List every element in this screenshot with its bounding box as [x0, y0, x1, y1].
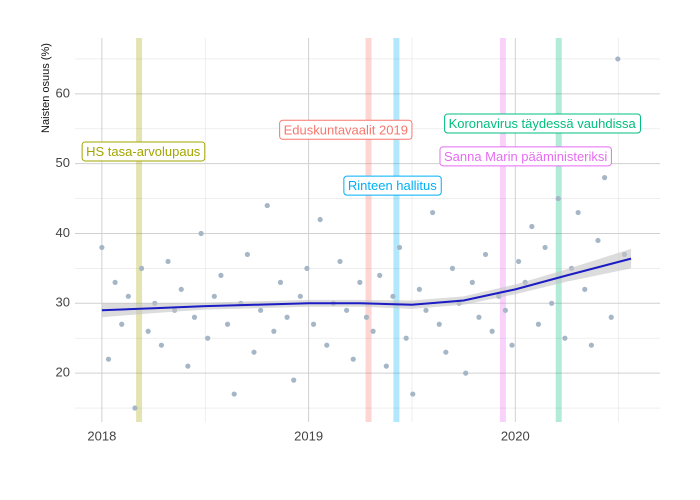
- point: [363, 314, 370, 320]
- point: [436, 321, 442, 327]
- point: [502, 307, 508, 313]
- y-tick-label: 40: [56, 225, 70, 240]
- point: [489, 328, 495, 334]
- point: [284, 314, 290, 320]
- point: [264, 202, 270, 209]
- event-label: Sanna Marin pääministeriksi: [444, 149, 607, 164]
- x-tick-label: 2019: [294, 428, 323, 443]
- point: [191, 314, 198, 320]
- event-label: Koronavirus täydessä vauhdissa: [449, 116, 637, 131]
- point: [158, 342, 165, 348]
- point: [602, 175, 608, 181]
- point: [244, 251, 250, 258]
- point: [509, 342, 515, 348]
- point: [138, 265, 145, 271]
- point: [178, 286, 184, 292]
- point: [291, 377, 297, 383]
- point: [105, 356, 112, 362]
- point: [416, 286, 422, 292]
- point: [535, 321, 542, 327]
- point: [224, 321, 231, 327]
- point: [595, 237, 601, 244]
- event-label: HS tasa-arvolupaus: [86, 144, 201, 159]
- point: [218, 272, 224, 278]
- point: [350, 356, 356, 362]
- point: [430, 209, 436, 216]
- point: [337, 258, 343, 265]
- point: [463, 370, 469, 376]
- point: [449, 265, 456, 271]
- point: [119, 321, 125, 327]
- point: [529, 223, 535, 230]
- point: [251, 349, 257, 355]
- event-label-box: [81, 141, 206, 162]
- point: [390, 293, 396, 299]
- point: [324, 342, 330, 348]
- point: [258, 307, 264, 313]
- point: [112, 279, 118, 285]
- y-tick-label: 30: [56, 295, 70, 310]
- event-label: Eduskuntavaalit 2019: [284, 122, 408, 137]
- y-tick-label: 20: [56, 365, 70, 380]
- point: [542, 244, 548, 251]
- point: [549, 300, 555, 306]
- point: [165, 258, 171, 265]
- event-label-box: [279, 119, 413, 140]
- x-tick-label: 2020: [501, 428, 530, 443]
- point: [357, 279, 363, 285]
- point: [297, 293, 303, 299]
- point: [211, 293, 217, 299]
- point: [516, 258, 522, 265]
- point: [310, 321, 317, 327]
- point: [99, 244, 105, 251]
- point: [403, 335, 409, 341]
- point: [317, 216, 323, 223]
- point: [145, 328, 151, 334]
- point: [588, 342, 594, 348]
- point: [231, 391, 237, 397]
- point: [377, 272, 383, 278]
- point: [132, 405, 138, 411]
- event-label: Rinteen hallitus: [348, 178, 437, 193]
- point: [185, 363, 191, 369]
- point: [555, 195, 561, 202]
- event-label-box: [343, 175, 442, 196]
- point: [396, 244, 403, 251]
- point: [410, 391, 416, 397]
- point: [370, 328, 376, 334]
- y-tick-label: 60: [56, 85, 70, 100]
- point: [562, 335, 568, 341]
- point: [277, 279, 284, 285]
- y-axis-title: Naisten osuus (%): [40, 43, 52, 133]
- event-label-box: [439, 146, 612, 167]
- point: [198, 230, 204, 237]
- point: [271, 328, 277, 334]
- y-tick-label: 50: [56, 155, 70, 170]
- point: [575, 209, 581, 216]
- smooth-line: [101, 257, 632, 312]
- point: [469, 279, 475, 285]
- point: [304, 265, 310, 271]
- x-tick-label: 2018: [87, 428, 116, 443]
- point: [443, 349, 449, 355]
- point: [482, 251, 489, 258]
- point: [423, 307, 429, 313]
- point: [615, 56, 621, 62]
- point: [383, 363, 389, 369]
- point: [476, 314, 482, 320]
- point: [344, 307, 350, 313]
- point: [582, 286, 588, 292]
- point: [608, 314, 614, 320]
- event-label-box: [444, 113, 642, 134]
- point: [205, 335, 211, 341]
- point: [125, 293, 131, 299]
